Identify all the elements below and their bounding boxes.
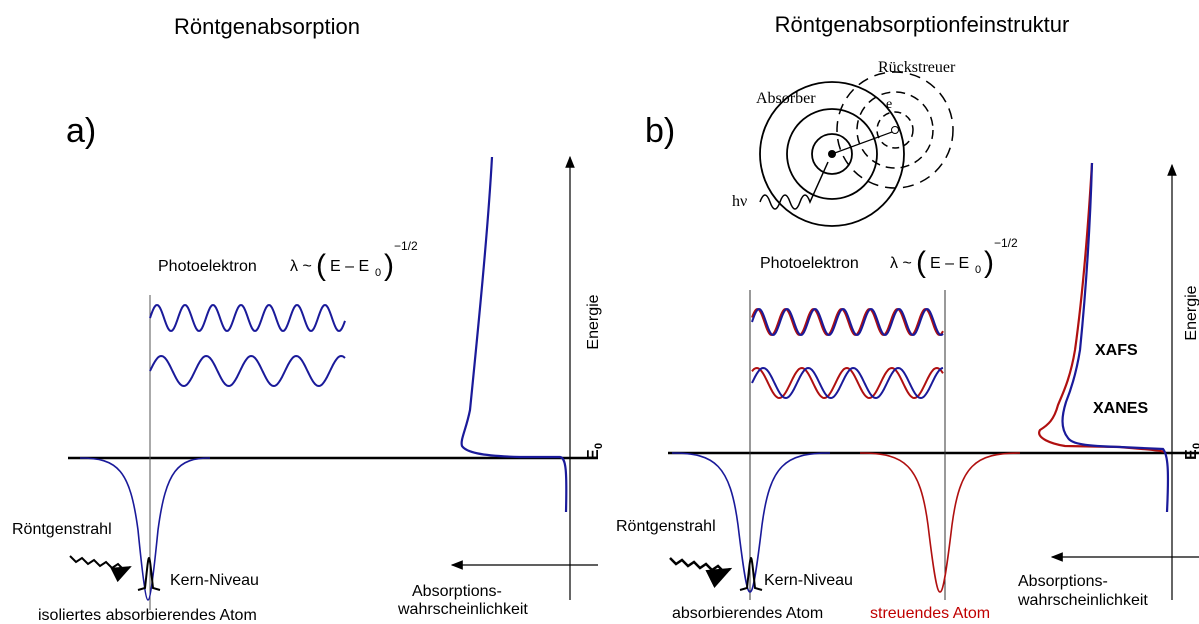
formula-exp: −1/2	[994, 236, 1018, 250]
e0-label: E 0	[585, 443, 605, 460]
xray-arrow	[69, 555, 132, 583]
formula-paren: )	[984, 246, 994, 279]
potential-well	[79, 457, 211, 601]
absorption-curve	[460, 156, 568, 513]
formula: λ ~ ( E – E 0 ) −1/2	[890, 236, 1018, 279]
wave	[751, 366, 944, 400]
label: Photoelektron	[760, 255, 859, 272]
formula-sub: 0	[375, 267, 381, 279]
formula: λ ~ ( E – E 0 ) −1/2	[290, 239, 418, 282]
label: wahrscheinlichkeit	[397, 601, 528, 618]
wave	[149, 354, 346, 388]
axis-label: Energie	[585, 294, 602, 349]
label: Photoelektron	[158, 258, 257, 275]
core-level	[137, 556, 161, 591]
title: Röntgenabsorption	[174, 14, 360, 39]
e0-sub: 0	[593, 443, 605, 449]
formula-paren: )	[384, 249, 394, 282]
label: Kern-Niveau	[170, 572, 259, 589]
label: wahrscheinlichkeit	[1017, 592, 1148, 609]
panel-a: Röntgenabsorption a) Photoelektron λ ~ (…	[12, 14, 605, 624]
xray-arrow	[669, 557, 733, 589]
label: isoliertes absorbierendes Atom	[38, 607, 257, 624]
label: absorbierendes Atom	[672, 605, 823, 622]
title: Röntgenabsorptionfeinstruktur	[775, 12, 1070, 37]
label: streuendes Atom	[870, 605, 990, 622]
potential-well	[671, 452, 831, 593]
e0-sub: 0	[1191, 443, 1199, 449]
panel-label: a)	[66, 112, 96, 150]
formula-paren: (	[916, 246, 926, 279]
label: XAFS	[1095, 342, 1138, 359]
formula-sub: 0	[975, 264, 981, 276]
formula-paren: (	[316, 249, 326, 282]
formula-exp: −1/2	[394, 239, 418, 253]
formula-lhs: λ ~	[290, 258, 312, 275]
wave	[751, 307, 944, 337]
e0-main: E	[1183, 449, 1199, 460]
label: Röntgenstrahl	[616, 518, 716, 535]
label: Kern-Niveau	[764, 572, 853, 589]
label: Absorptions-	[412, 583, 502, 600]
label: Absorptions-	[1018, 573, 1108, 590]
wave	[751, 366, 944, 400]
label: Röntgenstrahl	[12, 521, 112, 538]
inset-label: Absorber	[756, 90, 816, 107]
formula-base: E – E	[930, 255, 969, 272]
panel-b: Röntgenabsorptionfeinstruktur b) Absorbe…	[616, 12, 1199, 622]
e0-label: E 0	[1183, 443, 1199, 460]
inset-label: Rückstreuer	[878, 59, 956, 76]
inset-label: hν	[732, 193, 747, 210]
axis-label: Energie	[1183, 285, 1199, 340]
potential-well	[859, 452, 1021, 593]
inset-label: e	[886, 97, 892, 112]
formula-lhs: λ ~	[890, 255, 912, 272]
core-level	[739, 556, 763, 591]
e0-main: E	[585, 449, 602, 460]
panel-label: b)	[645, 112, 675, 150]
wave	[149, 303, 346, 333]
absorption-curve	[1061, 162, 1170, 513]
scattering-inset: Absorber Rückstreuer e hν	[732, 59, 956, 227]
formula-base: E – E	[330, 258, 369, 275]
label: XANES	[1093, 400, 1148, 417]
